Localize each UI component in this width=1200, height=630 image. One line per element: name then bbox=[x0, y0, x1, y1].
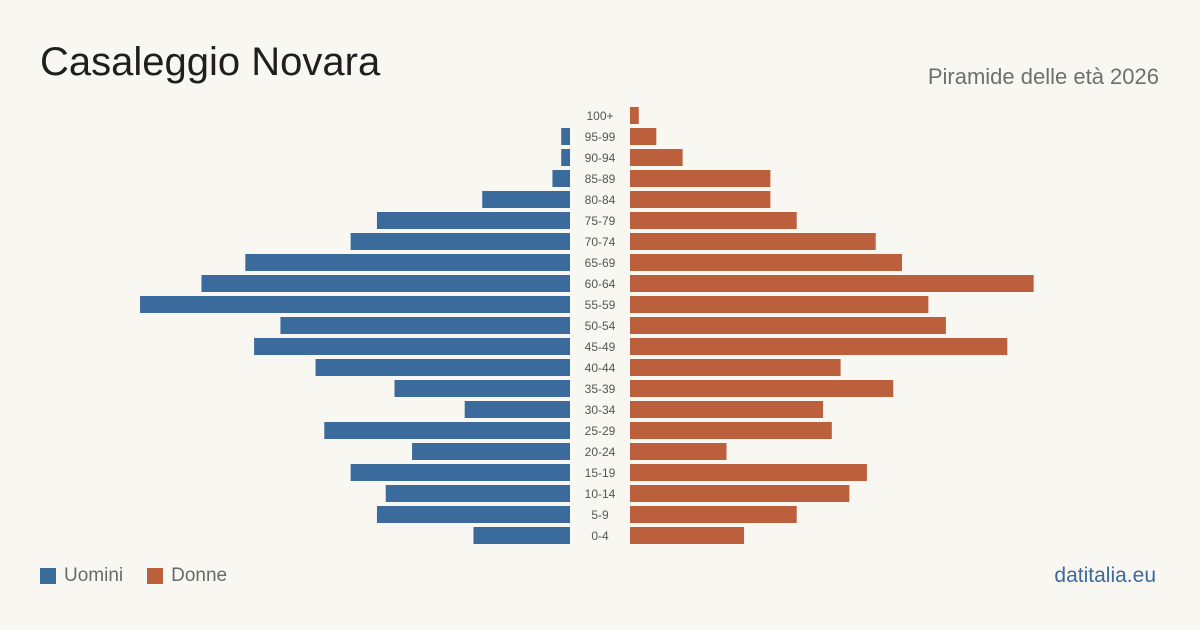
bar-women-65-69 bbox=[630, 254, 903, 271]
bar-women-55-59 bbox=[630, 296, 929, 313]
age-label-10-14: 10-14 bbox=[585, 487, 616, 501]
bar-men-60-64 bbox=[201, 275, 570, 292]
age-label-65-69: 65-69 bbox=[585, 256, 616, 270]
legend-item-women: Donne bbox=[147, 565, 227, 587]
bar-men-40-44 bbox=[315, 359, 570, 376]
bar-men-25-29 bbox=[324, 422, 570, 439]
bar-women-75-79 bbox=[630, 212, 797, 229]
age-label-40-44: 40-44 bbox=[585, 361, 616, 375]
bar-women-45-49 bbox=[630, 338, 1008, 355]
bar-women-90-94 bbox=[630, 149, 683, 166]
age-label-80-84: 80-84 bbox=[585, 193, 616, 207]
legend-item-men: Uomini bbox=[40, 565, 123, 587]
bar-men-50-54 bbox=[280, 317, 570, 334]
legend-swatch-women bbox=[147, 568, 164, 584]
age-label-85-89: 85-89 bbox=[585, 172, 616, 186]
age-label-50-54: 50-54 bbox=[585, 319, 616, 333]
bar-women-20-24 bbox=[630, 443, 727, 460]
bar-men-10-14 bbox=[385, 485, 570, 502]
legend-label-women: Donne bbox=[171, 565, 228, 586]
bar-men-15-19 bbox=[350, 464, 570, 481]
chart-subtitle: Piramide delle età 2026 bbox=[927, 64, 1159, 89]
bar-men-35-39 bbox=[394, 380, 570, 397]
bar-women-0-4 bbox=[630, 527, 745, 544]
bar-men-95-99 bbox=[561, 128, 570, 145]
age-label-100+: 100+ bbox=[586, 109, 613, 123]
bar-women-40-44 bbox=[630, 359, 841, 376]
age-label-35-39: 35-39 bbox=[585, 382, 616, 396]
bar-men-90-94 bbox=[561, 149, 570, 166]
brand-link[interactable]: datitalia.eu bbox=[1054, 564, 1156, 587]
age-label-70-74: 70-74 bbox=[585, 235, 616, 249]
bar-men-20-24 bbox=[412, 443, 570, 460]
bar-women-100+ bbox=[630, 107, 639, 124]
bar-men-0-4 bbox=[473, 527, 570, 544]
bar-women-5-9 bbox=[630, 506, 797, 523]
bar-men-45-49 bbox=[254, 338, 570, 355]
legend-swatch-men bbox=[40, 568, 56, 584]
bar-women-85-89 bbox=[630, 170, 771, 187]
bar-women-95-99 bbox=[630, 128, 657, 145]
age-label-5-9: 5-9 bbox=[591, 508, 609, 522]
legend-label-men: Uomini bbox=[64, 565, 124, 586]
age-label-45-49: 45-49 bbox=[585, 340, 616, 354]
bar-men-30-34 bbox=[464, 401, 570, 418]
bar-women-50-54 bbox=[630, 317, 946, 334]
chart-title: Casaleggio Novara bbox=[40, 40, 381, 84]
population-pyramid: 100+ 95-99 90-94 85-89 80-84 75-79 70-74 65-69 6… bbox=[140, 107, 1034, 544]
age-label-15-19: 15-19 bbox=[585, 466, 616, 480]
bar-women-10-14 bbox=[630, 485, 850, 502]
bar-women-35-39 bbox=[630, 380, 894, 397]
legend: Uomini Donne bbox=[40, 565, 251, 587]
bar-men-85-89 bbox=[552, 170, 570, 187]
age-label-0-4: 0-4 bbox=[591, 529, 609, 543]
age-label-55-59: 55-59 bbox=[585, 298, 616, 312]
bar-men-55-59 bbox=[140, 296, 570, 313]
bar-men-5-9 bbox=[376, 506, 570, 523]
bar-women-60-64 bbox=[630, 275, 1034, 292]
age-label-75-79: 75-79 bbox=[585, 214, 616, 228]
age-label-25-29: 25-29 bbox=[585, 424, 616, 438]
age-label-60-64: 60-64 bbox=[585, 277, 616, 291]
bar-men-75-79 bbox=[376, 212, 570, 229]
age-label-30-34: 30-34 bbox=[585, 403, 616, 417]
bar-women-25-29 bbox=[630, 422, 832, 439]
bar-women-30-34 bbox=[630, 401, 824, 418]
age-label-20-24: 20-24 bbox=[585, 445, 616, 459]
age-label-95-99: 95-99 bbox=[585, 130, 616, 144]
age-label-90-94: 90-94 bbox=[585, 151, 616, 165]
bar-women-80-84 bbox=[630, 191, 771, 208]
bar-women-15-19 bbox=[630, 464, 867, 481]
bar-men-80-84 bbox=[482, 191, 570, 208]
bar-women-70-74 bbox=[630, 233, 876, 250]
bar-men-70-74 bbox=[350, 233, 570, 250]
bar-men-65-69 bbox=[245, 254, 570, 271]
